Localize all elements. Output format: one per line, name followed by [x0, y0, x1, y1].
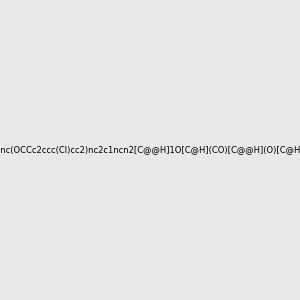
Text: Nc1nc(OCCc2ccc(Cl)cc2)nc2c1ncn2[C@@H]1O[C@H](CO)[C@@H](O)[C@H]1O: Nc1nc(OCCc2ccc(Cl)cc2)nc2c1ncn2[C@@H]1O[… — [0, 146, 300, 154]
